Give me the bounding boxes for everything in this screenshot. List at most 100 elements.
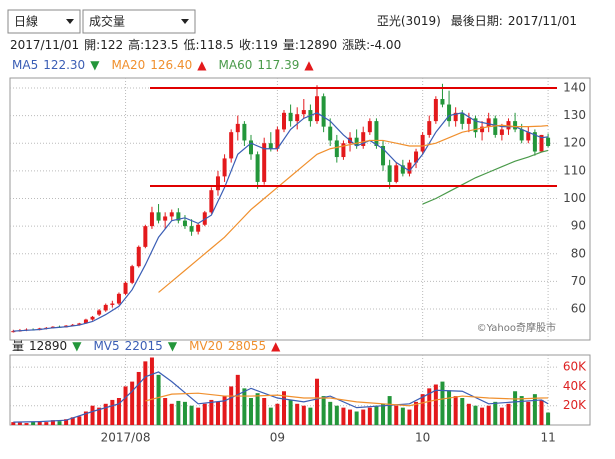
volume-bar [506,403,511,425]
volume-bar [169,403,174,425]
ma-legend: MA5 122.30 ▼ MA20 126.40 ▲ MA60 117.39 ▲ [12,58,314,72]
legend-name: 量 [12,339,24,353]
candle-body [447,104,452,122]
volume-bar [400,407,405,425]
volume-bar [70,417,75,425]
candle-body [116,293,121,304]
dropdown-arrow[interactable] [66,19,74,24]
price-frame [9,77,591,341]
y-tick-label: 90 [571,219,586,233]
y-tick-label: 120 [563,136,586,150]
volume-legend: 量 12890 ▼ MV5 22015 ▼ MV20 28055 ▲ [12,339,281,353]
quote-item: 漲跌:-4.00 [342,37,401,52]
last-date: 2017/11/01 [508,14,577,28]
y-tick-label: 110 [563,163,586,177]
candle-body [103,304,108,311]
volume-bar [519,396,524,425]
line [158,124,549,293]
x-tick-label: 09 [270,431,285,445]
volume-bar [539,399,544,425]
candle-body [149,212,154,227]
candle-body [70,324,75,326]
legend-name: MV20 [189,339,223,353]
volume-bar [282,391,286,425]
candle-body [315,96,320,122]
volume-bar [315,378,320,425]
volume-bar [103,403,108,425]
dropdown-arrow[interactable] [181,19,189,24]
stock-name: 亞光(3019) [377,14,441,28]
volume-bar [328,401,333,425]
dropdown-box[interactable] [82,9,196,34]
candle-body [301,110,306,115]
volume-bar [526,401,531,425]
volume-bar [163,398,168,425]
candle-body [110,303,115,305]
y-tick-label: 80 [571,246,586,260]
volume-bar [83,411,88,425]
legend-value: 28055 [228,339,266,353]
candle-body [473,118,478,133]
volume-bar [513,391,518,425]
quote-item: 開:122 [84,38,123,52]
volume-bar [255,393,260,425]
dropdown-text[interactable]: 日線 [14,14,38,29]
volume-bar [130,381,135,425]
volume-bar [176,400,181,425]
candle-body [209,190,214,213]
legend-trend: ▼ [72,339,82,353]
candle-body [248,140,253,155]
y-tick-label: 70 [571,274,586,288]
volume-bar [466,403,471,425]
volume-bar [334,405,339,425]
period-dropdown[interactable]: 日線 [7,9,81,34]
volume-bar [262,398,267,425]
volume-bar [447,390,452,425]
candle-body [400,165,405,174]
candle-body [321,96,326,127]
candle-body [130,266,135,283]
dropdown-text[interactable]: 成交量 [89,14,125,29]
candle-body [235,123,240,133]
volume-bar [407,409,412,425]
quote-item: 低:118.5 [184,38,234,52]
legend-trend: ▼ [168,339,178,353]
indicator-dropdown[interactable]: 成交量 [82,9,196,34]
volume-bar [156,374,161,425]
candle-body [90,316,95,320]
volume-bar [44,422,49,425]
legend-value: 22015 [125,339,163,353]
volume-bar [493,401,498,425]
candle-body [374,121,379,146]
volume-bar [182,401,187,425]
x-tick-label: 2017/08 [101,431,151,445]
y-tick-label: 20K [563,398,587,412]
legend-name: MA20 [111,58,145,72]
legend-name: MA60 [219,58,253,72]
candle-body [215,176,220,191]
quote-item: 量:12890 [283,38,337,52]
volume-bar [499,407,504,425]
candle-body [11,331,16,333]
volume-bar [361,409,366,425]
candle-body [222,158,227,177]
candle-body [229,132,234,159]
y-tick-label: 130 [563,108,586,122]
volume-bar [295,403,300,425]
volume-bar [301,405,306,425]
volume-bar [460,398,465,425]
candle-body [97,310,102,315]
dropdown-box[interactable] [7,9,81,34]
candle-body [407,162,412,174]
candle-body [196,224,201,232]
legend-trend: ▼ [90,58,100,72]
candle-body [83,319,88,324]
volume-bar [546,412,551,425]
volume-bar [414,401,419,425]
candle-body [427,121,432,135]
candle-body [354,137,359,146]
volume-bar [31,421,36,425]
volume-bar [24,423,29,425]
candle-body [440,99,445,105]
candle-body [414,151,419,163]
